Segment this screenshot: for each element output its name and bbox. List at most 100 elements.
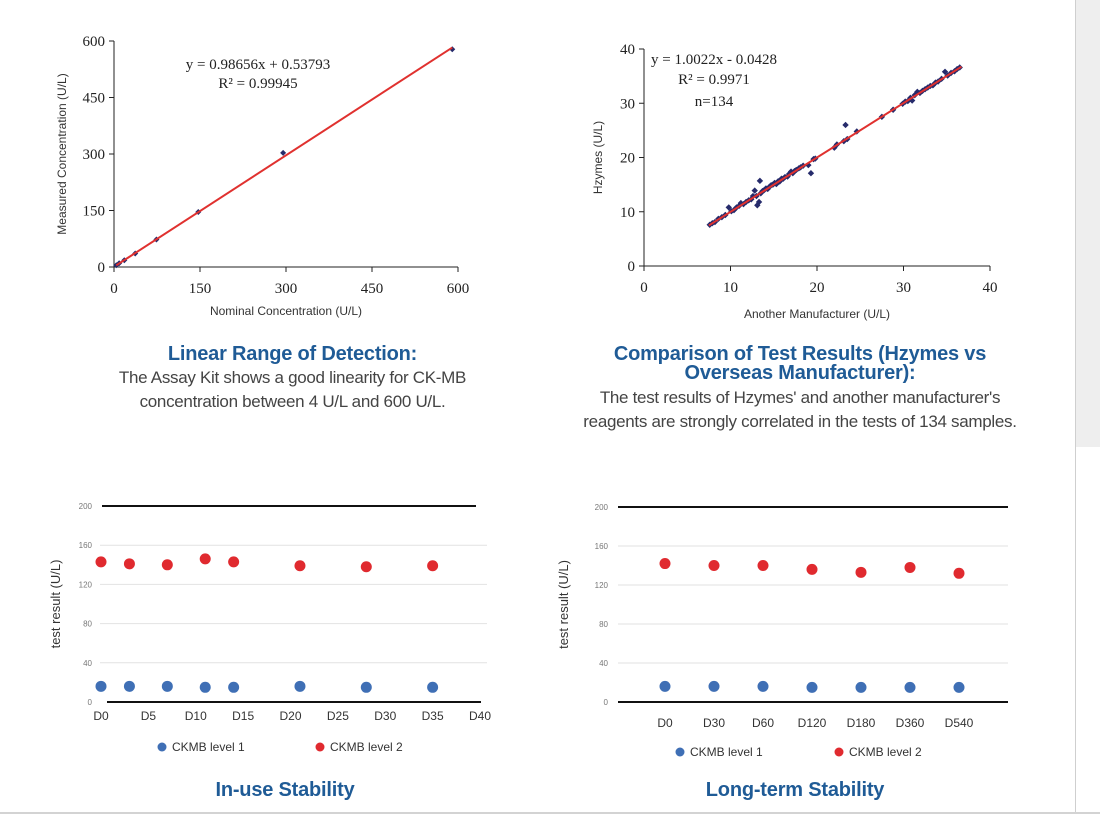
comparison-caption-title-2: Overseas Manufacturer): [684,362,916,384]
comparison-caption-text-2: reagents are strongly correlated in the … [583,412,1017,431]
level2-point [360,561,372,573]
y-axis-title: test result (U/L) [48,560,63,649]
level1-point [757,680,769,692]
in-use-stability-chart: 0 40 80 120 160 200 test result (U/L) D0 D5 D10 D1… [48,502,491,754]
x-tick-label: 300 [275,281,298,297]
x-tick-label: D180 [847,716,876,730]
comparison-caption-text-1: The test results of Hzymes' and another … [599,388,1001,407]
level1-point [427,681,439,693]
level2-point [161,559,173,571]
y-axis-title: Measured Concentration (U/L) [55,73,69,234]
x-tick-label: D40 [469,709,491,723]
x-tick-label: D10 [185,709,207,723]
x-tick-label: 10 [723,280,738,296]
sample-count-label: n=134 [695,94,734,110]
scrollbar-thumb[interactable] [1076,0,1100,447]
level1-point [659,680,671,692]
legend-label: CKMB level 2 [849,745,922,759]
y-tick-label: 150 [83,204,106,220]
legend-label: CKMB level 1 [172,740,245,754]
level2-point [199,553,211,565]
y-tick-label: 30 [620,96,635,112]
level1-point [806,681,818,693]
level2-point [708,560,720,571]
data-point [756,177,764,185]
x-tick-label: D30 [374,709,396,723]
level2-point [806,563,818,575]
level2-point [904,561,916,573]
x-tick-label: D60 [752,716,774,730]
x-tick-label: D5 [141,709,157,723]
legend-marker [675,747,685,757]
x-tick-label: 40 [983,280,998,296]
level1-point [904,681,916,693]
bottom-divider [0,812,1100,814]
y-tick-label: 200 [595,503,609,512]
legend-label: CKMB level 1 [690,745,763,759]
y-tick-label: 450 [83,91,106,107]
data-point [751,187,758,194]
level2-point [659,558,671,570]
level2-point [294,560,306,572]
data-point [280,149,287,156]
y-axis-title: Hzymes (U/L) [591,121,605,194]
x-tick-label: D25 [327,709,349,723]
legend-marker [315,742,325,752]
inuse-caption: In-use Stability [80,780,490,800]
level2-point [427,560,439,572]
y-tick-label: 80 [599,620,608,629]
x-tick-label: D540 [945,716,974,730]
level2-point [757,560,769,571]
linear-caption-text-2: concentration between 4 U/L and 600 U/L. [139,392,446,411]
data-point [807,170,815,177]
r-squared-label: R² = 0.9971 [678,72,750,88]
level1-point [161,680,173,692]
level2-point [855,566,867,578]
linear-range-chart: 0 150 300 450 600 0 150 300 450 600 Nominal Concen… [55,34,470,318]
level1-point [123,680,135,692]
comparison-caption: Comparison of Test Results (Hzymes vs Ov… [540,344,1060,434]
x-axis-title: Another Manufacturer (U/L) [744,307,890,321]
regression-equation: y = 1.0022x - 0.0428 [651,52,777,68]
trendline [115,46,453,267]
long-term-stability-chart: 0 40 80 120 160 200 test result (U/L) D0 D30 D60 D… [556,503,1008,759]
data-point [908,97,916,104]
x-tick-label: D120 [798,716,827,730]
level1-point [708,680,720,692]
x-tick-label: 600 [447,281,470,297]
y-tick-label: 160 [79,541,93,550]
y-tick-label: 0 [98,260,106,276]
x-tick-label: D35 [422,709,444,723]
legend-marker [157,742,167,752]
legend-label: CKMB level 2 [330,740,403,754]
y-tick-label: 40 [83,659,92,668]
y-tick-label: 600 [83,34,106,50]
trendline [708,65,962,227]
y-tick-label: 300 [83,147,106,163]
data-point [842,121,849,129]
linear-caption: Linear Range of Detection: The Assay Kit… [40,343,545,414]
y-tick-label: 0 [628,259,636,275]
linear-caption-title: Linear Range of Detection: [167,343,418,365]
y-tick-label: 0 [604,698,609,707]
x-axis-title: Nominal Concentration (U/L) [210,304,362,318]
level1-point [953,681,965,693]
longterm-caption-title: Long-term Stability [705,779,885,801]
y-tick-label: 10 [620,205,635,221]
level2-point [123,558,135,570]
level1-point [228,681,240,693]
level1-point [855,681,867,693]
y-tick-label: 40 [620,42,635,58]
y-tick-label: 0 [88,698,93,707]
y-tick-label: 160 [595,542,609,551]
level1-point [294,680,306,692]
legend-marker [834,747,844,757]
x-tick-label: 150 [189,281,212,297]
x-tick-label: 450 [361,281,384,297]
y-axis-title: test result (U/L) [556,560,571,649]
x-tick-label: 20 [810,280,825,296]
y-tick-label: 20 [620,151,635,167]
level1-point [360,681,372,693]
level2-point [228,556,240,568]
linear-caption-text-1: The Assay Kit shows a good linearity for… [118,368,467,387]
